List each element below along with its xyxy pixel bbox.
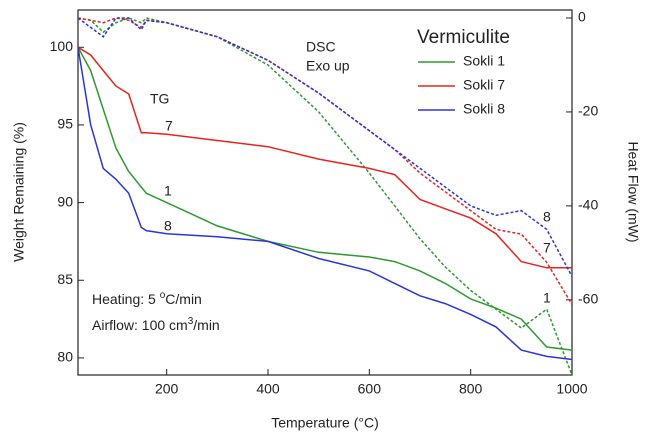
x-tick-label: 600 [358,381,382,397]
y2-tick-label: -20 [578,103,598,119]
annotation: DSC [306,39,336,55]
annotation: 8 [164,218,172,234]
y-tick-label: 95 [57,116,73,132]
annotation: 7 [165,118,173,134]
x-tick-label: 200 [155,381,179,397]
tg-line [77,47,573,361]
y-axis-label: Weight Remaining (%) [11,122,27,262]
x-tick-label: 800 [459,381,483,397]
annotation: 1 [164,183,172,199]
legend-label: Sokli 7 [463,77,505,93]
legend-label: Sokli 8 [463,101,505,117]
y-tick-label: 90 [57,193,73,209]
heating-note: Heating: 5 oC/min [92,290,202,307]
annotation: TG [150,91,169,107]
annotation: 8 [543,209,551,225]
y2-tick-label: -40 [578,197,598,213]
annotation: Exo up [306,58,350,74]
annotation: 1 [543,290,551,306]
legend-title: Vermiculite [417,27,510,48]
annotation: 7 [543,240,551,256]
x-tick-label: 400 [256,381,280,397]
x-tick-label: 1000 [556,381,587,397]
airflow-note: Airflow: 100 cm3/min [92,316,220,333]
y-tick-label: 85 [57,271,73,287]
y-tick-label: 80 [57,349,73,365]
y-tick-label: 100 [50,38,74,54]
y2-tick-label: -60 [578,291,598,307]
dsc-line [77,17,573,376]
tg-line [77,46,572,269]
plot-frame [77,9,573,376]
y2-tick-label: 0 [578,9,586,25]
dsc-line [77,17,573,277]
x-axis-label: Temperature (°C) [271,415,379,431]
y2-axis-label: Heat Flow (mW) [625,141,641,242]
legend-label: Sokli 1 [463,53,505,69]
